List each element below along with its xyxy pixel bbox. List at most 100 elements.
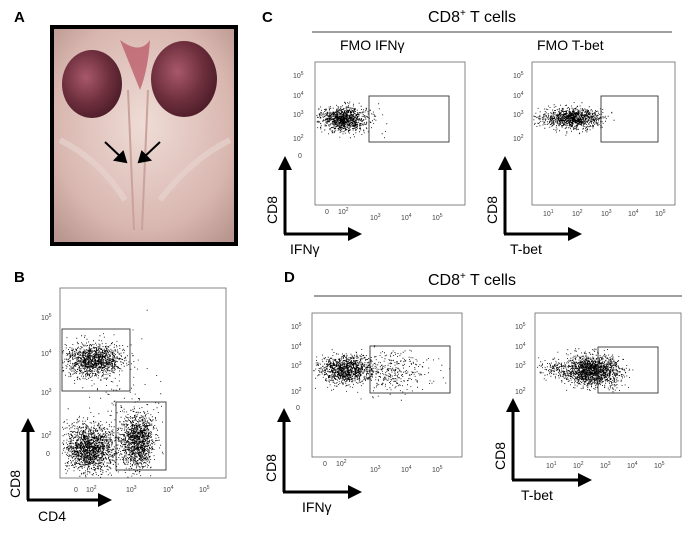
- panel-d-right-x-ticks: 101 102 103 104 105: [546, 461, 665, 470]
- svg-text:103: 103: [293, 110, 304, 119]
- svg-text:105: 105: [432, 213, 443, 222]
- svg-text:0: 0: [74, 487, 78, 494]
- panel-b-dots: [61, 309, 164, 478]
- svg-text:103: 103: [515, 361, 526, 370]
- panel-b-letter: B: [14, 269, 25, 286]
- svg-text:105: 105: [199, 485, 210, 494]
- left-kidney: [62, 50, 122, 118]
- svg-text:104: 104: [291, 342, 302, 351]
- panel-a-photo: [50, 25, 238, 246]
- svg-text:102: 102: [336, 459, 347, 468]
- svg-text:102: 102: [573, 461, 584, 470]
- panel-c-right-y-label: CD8: [484, 196, 500, 224]
- panel-d-left-dots: [313, 345, 451, 401]
- svg-text:102: 102: [86, 485, 97, 494]
- panel-c-right-y-ticks: 105 104 103 102: [513, 71, 524, 143]
- svg-text:105: 105: [655, 209, 666, 218]
- svg-text:103: 103: [601, 209, 612, 218]
- panel-d-left-frame: [311, 312, 463, 458]
- svg-text:104: 104: [627, 461, 638, 470]
- panel-c-right-x-label: T-bet: [510, 241, 542, 257]
- svg-text:103: 103: [126, 485, 137, 494]
- svg-text:0: 0: [325, 209, 329, 216]
- gate-cd8: [61, 328, 131, 392]
- svg-text:103: 103: [370, 465, 381, 474]
- svg-text:102: 102: [513, 134, 524, 143]
- svg-text:0: 0: [46, 451, 50, 458]
- svg-text:105: 105: [291, 322, 302, 331]
- svg-text:0: 0: [323, 461, 327, 468]
- gate-cd4: [115, 401, 167, 471]
- panel-a-letter: A: [14, 9, 25, 26]
- panel-b-y-label: CD8: [7, 470, 23, 498]
- panel-c-right-title: FMO T-bet: [537, 37, 604, 53]
- panel-d-letter: D: [284, 269, 295, 286]
- svg-text:0: 0: [298, 153, 302, 160]
- svg-text:101: 101: [546, 461, 557, 470]
- panel-c-left-axis-arrows: [278, 156, 362, 241]
- panel-c-left-frame: [314, 61, 466, 206]
- panel-c-right-dots: [533, 102, 615, 136]
- panel-d-left-gate: [369, 345, 451, 394]
- arrow-icon: [104, 141, 161, 164]
- svg-text:103: 103: [600, 461, 611, 470]
- svg-text:102: 102: [572, 209, 583, 218]
- panel-d-right-axis-arrows: [506, 398, 592, 487]
- panel-c-left-y-label: CD8: [264, 196, 280, 224]
- panel-d-left-x-label: IFNγ: [302, 499, 332, 515]
- svg-text:103: 103: [41, 388, 52, 397]
- svg-text:103: 103: [370, 213, 381, 222]
- svg-text:102: 102: [293, 134, 304, 143]
- panel-b-axis-arrows: [21, 418, 112, 507]
- svg-text:0: 0: [296, 405, 300, 412]
- panel-d-right-gate: [597, 346, 659, 394]
- panel-c-left-title: FMO IFNγ: [340, 37, 405, 53]
- panel-d-right-y-ticks: 105 104 103 102: [515, 322, 526, 396]
- panel-c-left-x-ticks: 0 102 103 104 105: [325, 207, 443, 222]
- svg-text:102: 102: [41, 431, 52, 440]
- panel-d-left-x-ticks: 0 102 103 104 105: [323, 459, 443, 474]
- svg-text:101: 101: [543, 209, 554, 218]
- panel-d-left-y-label: CD8: [263, 454, 279, 482]
- svg-text:104: 104: [163, 485, 174, 494]
- svg-text:103: 103: [291, 361, 302, 370]
- panel-c-header: CD8+ T cells: [428, 8, 516, 26]
- panel-c-left-gate: [368, 95, 450, 143]
- svg-text:102: 102: [338, 207, 349, 216]
- svg-text:104: 104: [401, 213, 412, 222]
- panel-d-left-axis-arrows: [277, 408, 362, 499]
- panel-c-left-dots: [316, 101, 388, 139]
- svg-text:104: 104: [628, 209, 639, 218]
- panel-d-right-y-label: CD8: [492, 442, 508, 470]
- panel-b-y-ticks: 105 104 103 102 0: [41, 313, 52, 458]
- svg-text:104: 104: [515, 342, 526, 351]
- panel-b-x-ticks: 0 102 103 104 105: [74, 485, 210, 494]
- panel-c-right-gate: [600, 95, 659, 143]
- svg-text:105: 105: [654, 461, 665, 470]
- panel-c-right-frame: [531, 61, 676, 206]
- panel-d-header: CD8+ T cells: [428, 271, 516, 289]
- svg-text:104: 104: [401, 465, 412, 474]
- svg-text:105: 105: [513, 71, 524, 80]
- panel-b-x-label: CD4: [38, 508, 66, 524]
- panel-d-right-frame: [534, 312, 682, 458]
- photo-frame: [50, 25, 238, 246]
- panel-d-right-dots: [537, 348, 634, 394]
- svg-text:105: 105: [41, 313, 52, 322]
- svg-text:105: 105: [293, 71, 304, 80]
- svg-text:104: 104: [41, 349, 52, 358]
- svg-text:103: 103: [513, 110, 524, 119]
- svg-text:102: 102: [515, 387, 526, 396]
- svg-text:102: 102: [291, 387, 302, 396]
- panel-c-right-axis-arrows: [498, 156, 582, 241]
- svg-text:104: 104: [513, 91, 524, 100]
- panel-c-right-x-ticks: 101 102 103 104 105: [543, 209, 666, 218]
- panel-b-plot-frame: [59, 287, 227, 479]
- panel-c-left-y-ticks: 105 104 103 102 0: [293, 71, 304, 160]
- panel-c-letter: C: [262, 9, 273, 26]
- svg-text:105: 105: [432, 465, 443, 474]
- panel-c-left-x-label: IFNγ: [290, 241, 320, 257]
- svg-text:105: 105: [515, 322, 526, 331]
- right-kidney: [151, 41, 217, 117]
